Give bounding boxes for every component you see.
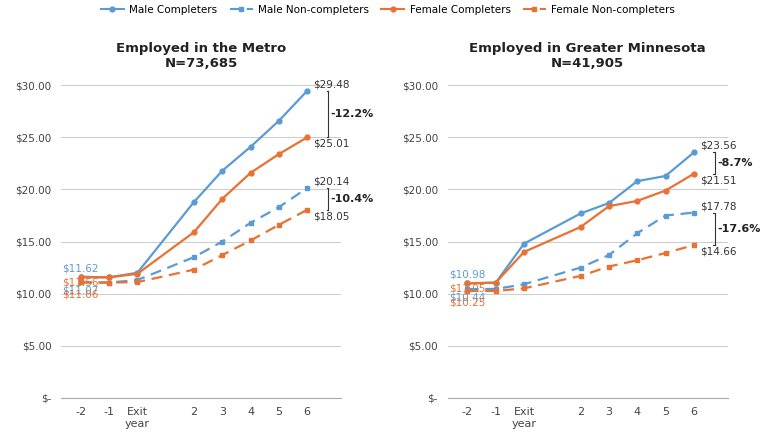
Legend: Male Completers, Male Non-completers, Female Completers, Female Non-completers: Male Completers, Male Non-completers, Fe… [97, 1, 679, 19]
Text: $11.06: $11.06 [63, 289, 99, 299]
Text: -17.6%: -17.6% [717, 224, 760, 234]
Text: -10.4%: -10.4% [331, 194, 374, 204]
Text: -8.7%: -8.7% [717, 158, 753, 168]
Title: Employed in Greater Minnesota
N=41,905: Employed in Greater Minnesota N=41,905 [469, 42, 706, 70]
Text: $14.66: $14.66 [700, 246, 736, 257]
Text: $20.14: $20.14 [314, 176, 350, 186]
Text: $17.78: $17.78 [700, 201, 736, 211]
Text: $10.98: $10.98 [449, 270, 486, 280]
Text: -12.2%: -12.2% [331, 109, 374, 119]
Text: $29.48: $29.48 [314, 79, 350, 89]
Text: $10.25: $10.25 [449, 298, 486, 308]
Text: $11.56: $11.56 [63, 278, 99, 287]
Text: $10.44: $10.44 [449, 292, 486, 302]
Title: Employed in the Metro
N=73,685: Employed in the Metro N=73,685 [116, 42, 286, 70]
Text: $23.56: $23.56 [700, 141, 736, 151]
Text: $11.05: $11.05 [449, 283, 486, 293]
Text: $18.05: $18.05 [314, 211, 350, 222]
Text: $21.51: $21.51 [700, 175, 736, 185]
Text: $11.07: $11.07 [63, 285, 99, 296]
Text: $25.01: $25.01 [314, 139, 350, 149]
Text: $11.62: $11.62 [63, 263, 99, 273]
